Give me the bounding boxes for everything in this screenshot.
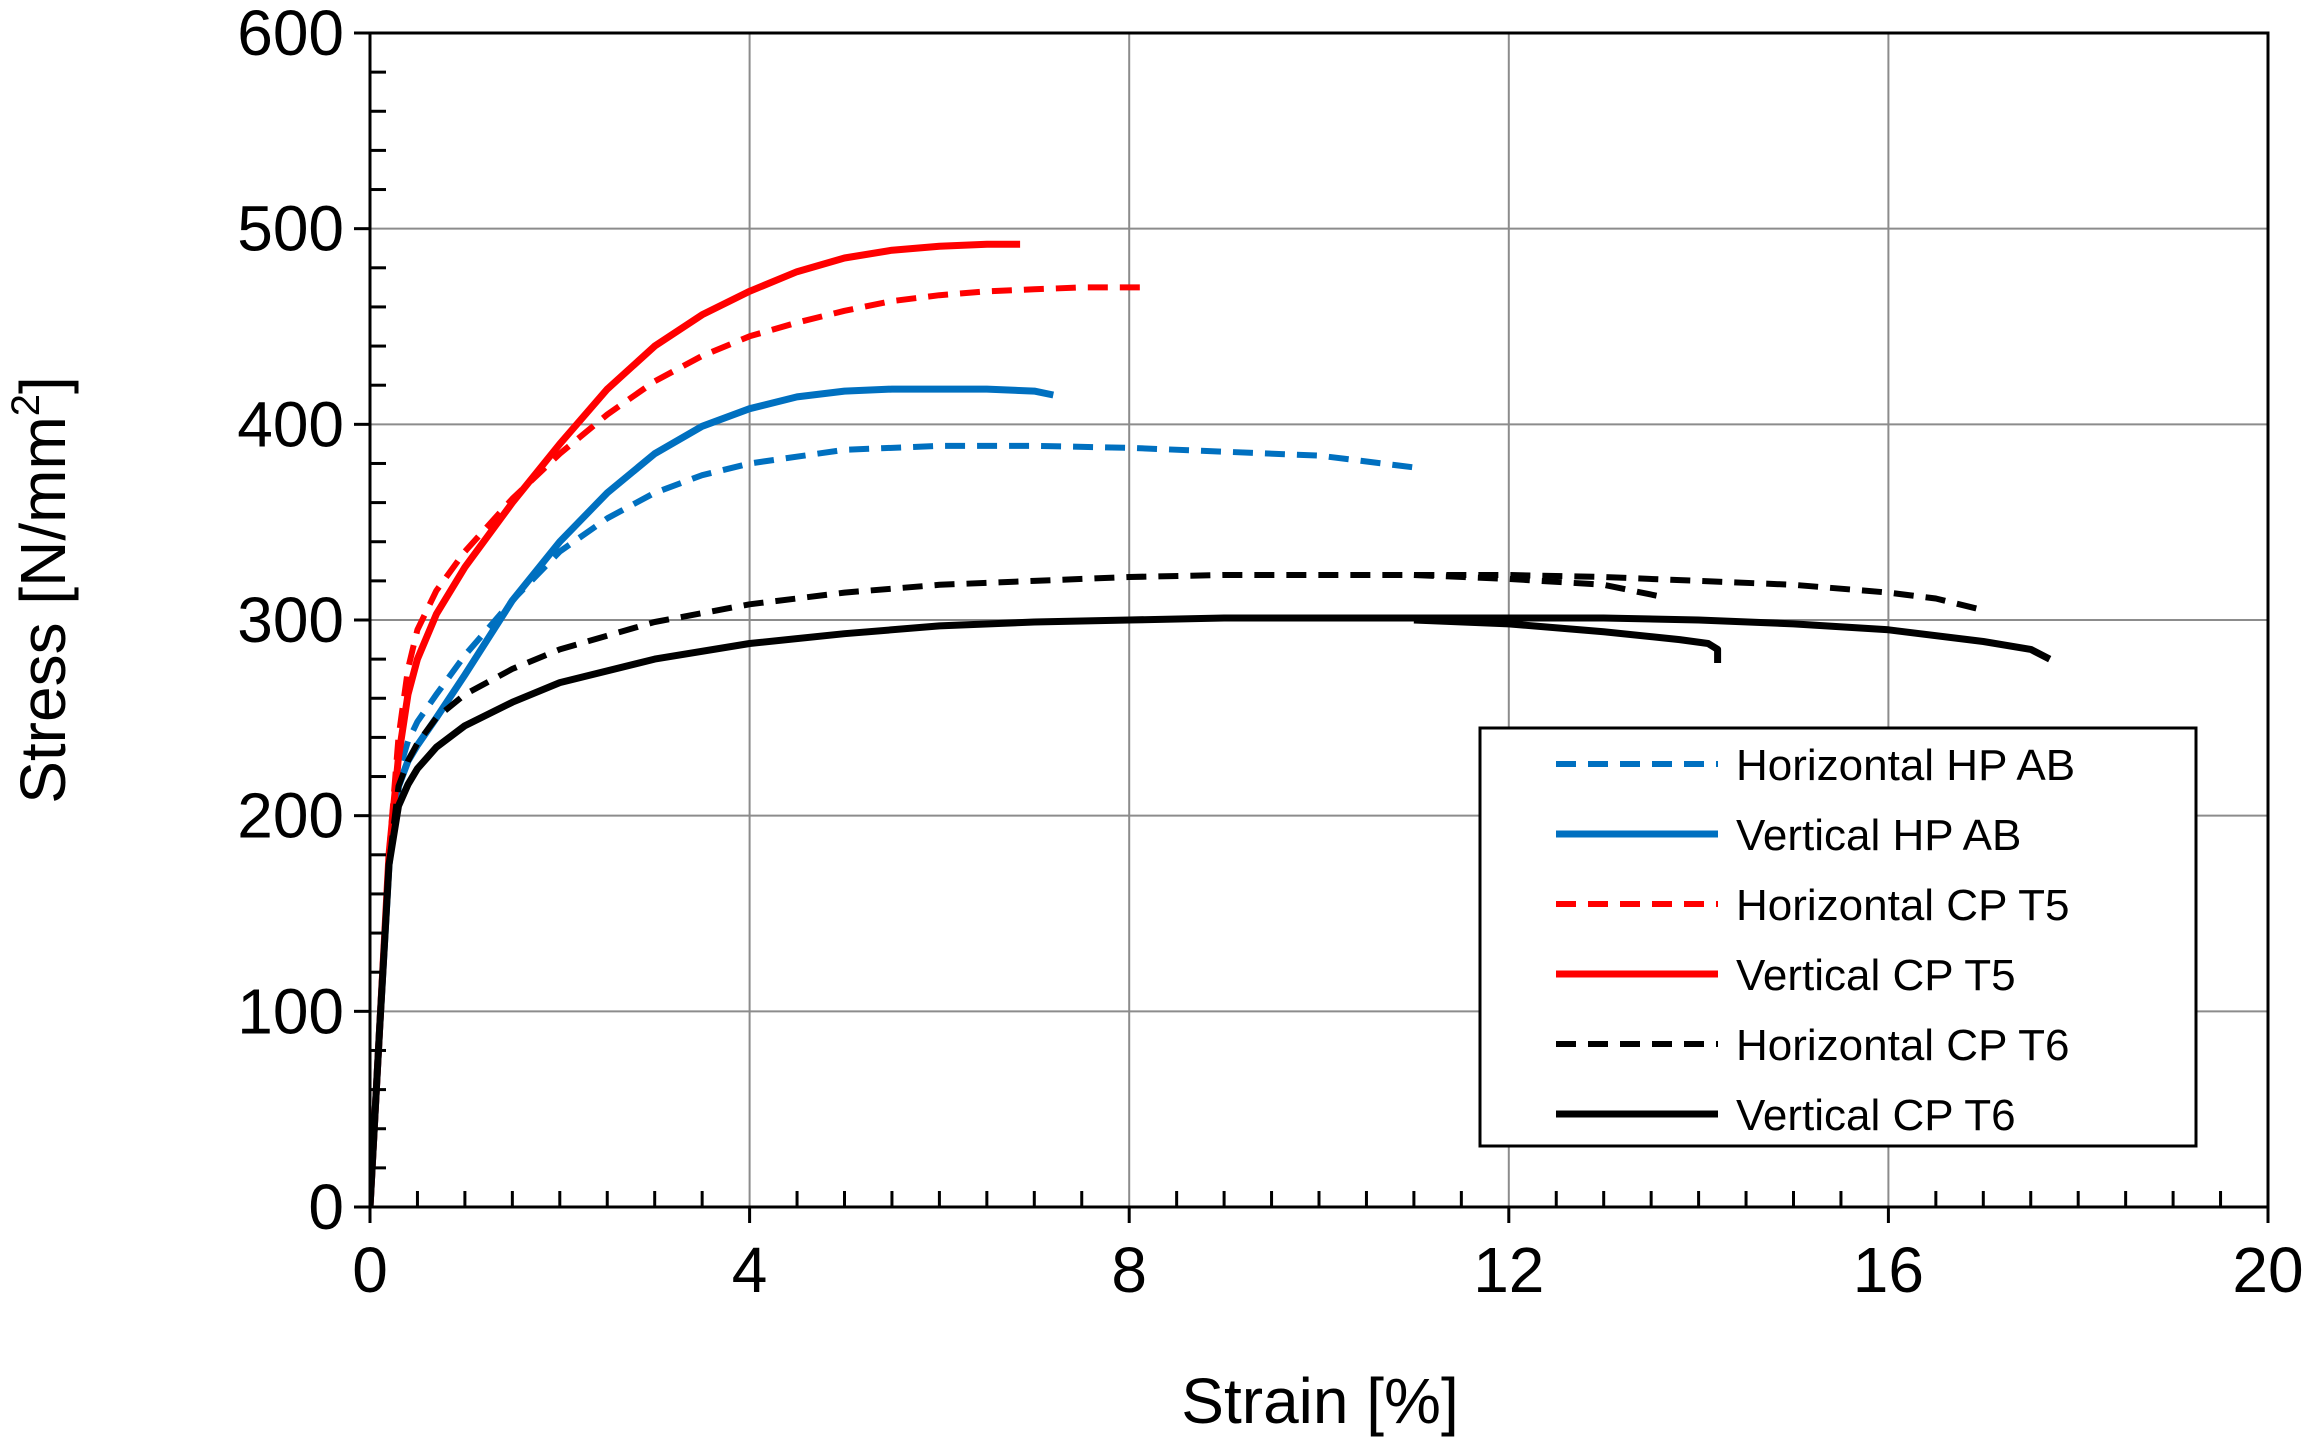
legend-label: Vertical HP AB	[1736, 811, 2021, 860]
legend-label: Horizontal CP T5	[1736, 881, 2069, 930]
series-layer	[370, 240, 2052, 1207]
legend-label: Vertical CP T5	[1736, 951, 2016, 1000]
x-tick-label: 12	[1473, 1234, 1544, 1306]
y-tick-label: 0	[308, 1171, 344, 1243]
y-axis-title-end: ]	[7, 376, 79, 394]
y-tick-label: 200	[237, 780, 344, 852]
y-tick-label: 500	[237, 193, 344, 265]
legend-label: Horizontal CP T6	[1736, 1021, 2069, 1070]
y-tick-label: 100	[237, 975, 344, 1047]
legend-label: Horizontal HP AB	[1736, 741, 2075, 790]
x-tick-label: 20	[2232, 1234, 2303, 1306]
legend: Horizontal HP AB Vertical HP AB Horizontal…	[1478, 726, 2198, 1148]
series-vertical-cp-t6	[370, 614, 2052, 1207]
y-tick-label: 400	[237, 388, 344, 460]
y-axis-title-main: Stress [N/mm	[7, 416, 79, 804]
series-horizontal-hp-ab	[370, 442, 1415, 1207]
y-tick-label: 300	[237, 584, 344, 656]
series-vertical-cp-t5	[370, 240, 1021, 1207]
series-extra-7	[1413, 616, 1722, 663]
x-tick-label: 16	[1853, 1234, 1924, 1306]
x-tick-label: 4	[732, 1234, 768, 1306]
x-axis-title: Strain [%]	[1181, 1365, 1458, 1437]
series-horizontal-cp-t6	[370, 572, 1985, 1207]
series-extra-6	[1413, 572, 1662, 600]
legend-label: Vertical CP T6	[1736, 1091, 2016, 1140]
x-tick-label: 8	[1111, 1234, 1147, 1306]
grid-lines	[370, 33, 2268, 1207]
series-horizontal-cp-t5	[370, 284, 1149, 1207]
y-axis-title: Stress [N/mm2]	[4, 376, 79, 804]
legend-box	[1478, 726, 2198, 1148]
x-tick-label: 0	[352, 1234, 388, 1306]
y-tick-label: 600	[237, 0, 344, 69]
axes	[354, 31, 2270, 1223]
y-axis-title-superscript: 2	[4, 394, 48, 416]
